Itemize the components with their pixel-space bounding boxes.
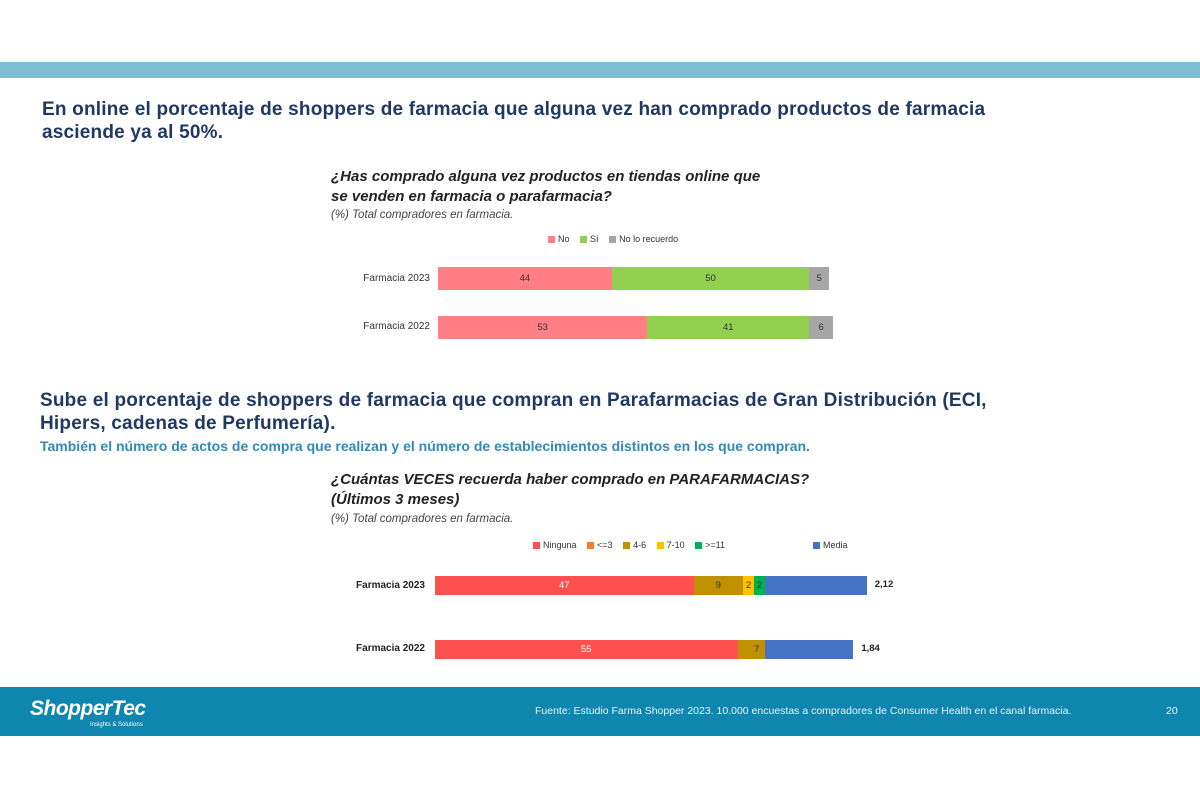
footer-band [0,687,1200,736]
heading-parafarmacias-line2: Hipers, cadenas de Perfumería). [40,413,336,434]
legend-label-ninguna: Ninguna [543,540,577,550]
legend-label-le3: <=3 [597,540,613,550]
legend-swatch-ninguna [533,542,540,550]
data-label: 9 [715,580,721,591]
bar-segment-4-6: 9 [693,576,743,595]
heading-online-line1: En online el porcentaje de shoppers de f… [42,99,986,120]
bar-row-2022: 55721 [435,640,793,659]
bar-segment-si: 41 [647,316,810,339]
bar-row-2022: 53 41 6 [438,316,833,339]
legend-media: Media [805,540,848,550]
top-band [0,62,1200,78]
subheading-parafarmacias: También el número de actos de compra que… [40,438,810,454]
legend-swatch-si [580,236,588,244]
data-label: 7 [754,644,760,655]
question-online-note: (%) Total compradores en farmacia. [331,209,514,221]
heading-online-line2: asciende ya al 50%. [42,122,224,143]
bar-segment-media [765,640,854,659]
logo-tagline: Insights & Solutions [90,722,143,728]
legend-label-media: Media [823,540,848,550]
data-label: 50 [705,273,716,284]
data-label: 41 [723,322,734,333]
bar-row-2023: 44 50 5 [438,267,833,290]
question-parafarmacias-line2: (Últimos 3 meses) [331,491,460,508]
data-label: 47 [558,580,570,591]
data-label: 2 [745,580,752,591]
media-value-label: 2,12 [874,579,894,590]
legend-label-7-10: 7-10 [666,540,685,550]
data-label: 6 [818,322,824,333]
question-online-line1: ¿Has comprado alguna vez productos en ti… [331,168,761,185]
heading-parafarmacias-line1: Sube el porcentaje de shoppers de farmac… [40,390,987,411]
question-parafarmacias-line1: ¿Cuántas VECES recuerda haber comprado e… [331,471,810,488]
bar-segment-no: 44 [438,267,612,290]
data-label: 5 [816,273,822,284]
legend-swatch-no-recuerdo [609,236,617,244]
bar-row-2023: 47 9 2 2 [435,576,765,595]
legend-online: No Sí No lo recuerdo [540,234,678,244]
question-parafarmacias: ¿Cuántas VECES recuerda haber comprado e… [331,470,931,510]
media-row-2022: 1,84 [765,640,905,659]
bar-segment-no-recuerdo: 5 [809,267,830,290]
question-parafarmacias-note: (%) Total compradores en farmacia. [331,513,514,525]
row-label-2022: Farmacia 2022 [363,321,430,332]
legend-swatch-4-6 [623,542,631,550]
row-label-2022: Farmacia 2022 [356,643,425,654]
data-label: 53 [537,322,548,333]
data-label: 2 [756,580,763,591]
media-value-label: 1,84 [861,643,880,654]
bar-segment-7-10: 2 [743,576,754,595]
shoppertec-logo: ShopperTec [30,697,146,720]
legend-swatch-no [548,236,555,244]
legend-swatch-media [813,542,820,550]
bar-segment-no: 53 [438,316,648,339]
bar-segment-ninguna: 47 [435,576,694,595]
bar-segment-si: 50 [611,267,810,290]
legend-label-ge11: >=11 [705,540,726,550]
legend-label-4-6: 4-6 [633,540,647,550]
bar-segment-no-recuerdo: 6 [809,316,833,339]
source-note: Fuente: Estudio Farma Shopper 2023. 10.0… [535,705,1072,717]
bar-segment-media [765,576,867,595]
legend-swatch-7-10 [656,542,664,550]
legend-label-no-recuerdo: No lo recuerdo [619,234,679,244]
row-label-2023: Farmacia 2023 [363,273,430,284]
data-label: 44 [519,273,531,284]
legend-parafarmacias: Ninguna <=3 4-6 7-10 >=11 [525,540,725,550]
page-number: 20 [1166,705,1178,717]
legend-label-si: Sí [590,234,599,244]
media-row-2023: 2,12 [765,576,905,595]
row-label-2023: Farmacia 2023 [356,580,425,591]
question-online-line2: se venden en farmacia o parafarmacia? [331,188,612,205]
heading-online: En online el porcentaje de shoppers de f… [42,98,1172,144]
legend-swatch-le3 [587,542,595,550]
legend-swatch-ge11 [695,542,703,550]
data-label: 55 [580,644,592,655]
legend-label-no: No [558,234,570,244]
bar-segment-ge11: 2 [754,576,765,595]
question-online: ¿Has comprado alguna vez productos en ti… [331,167,891,207]
bar-segment-ninguna: 55 [435,640,738,659]
heading-parafarmacias: Sube el porcentaje de shoppers de farmac… [40,389,1180,435]
